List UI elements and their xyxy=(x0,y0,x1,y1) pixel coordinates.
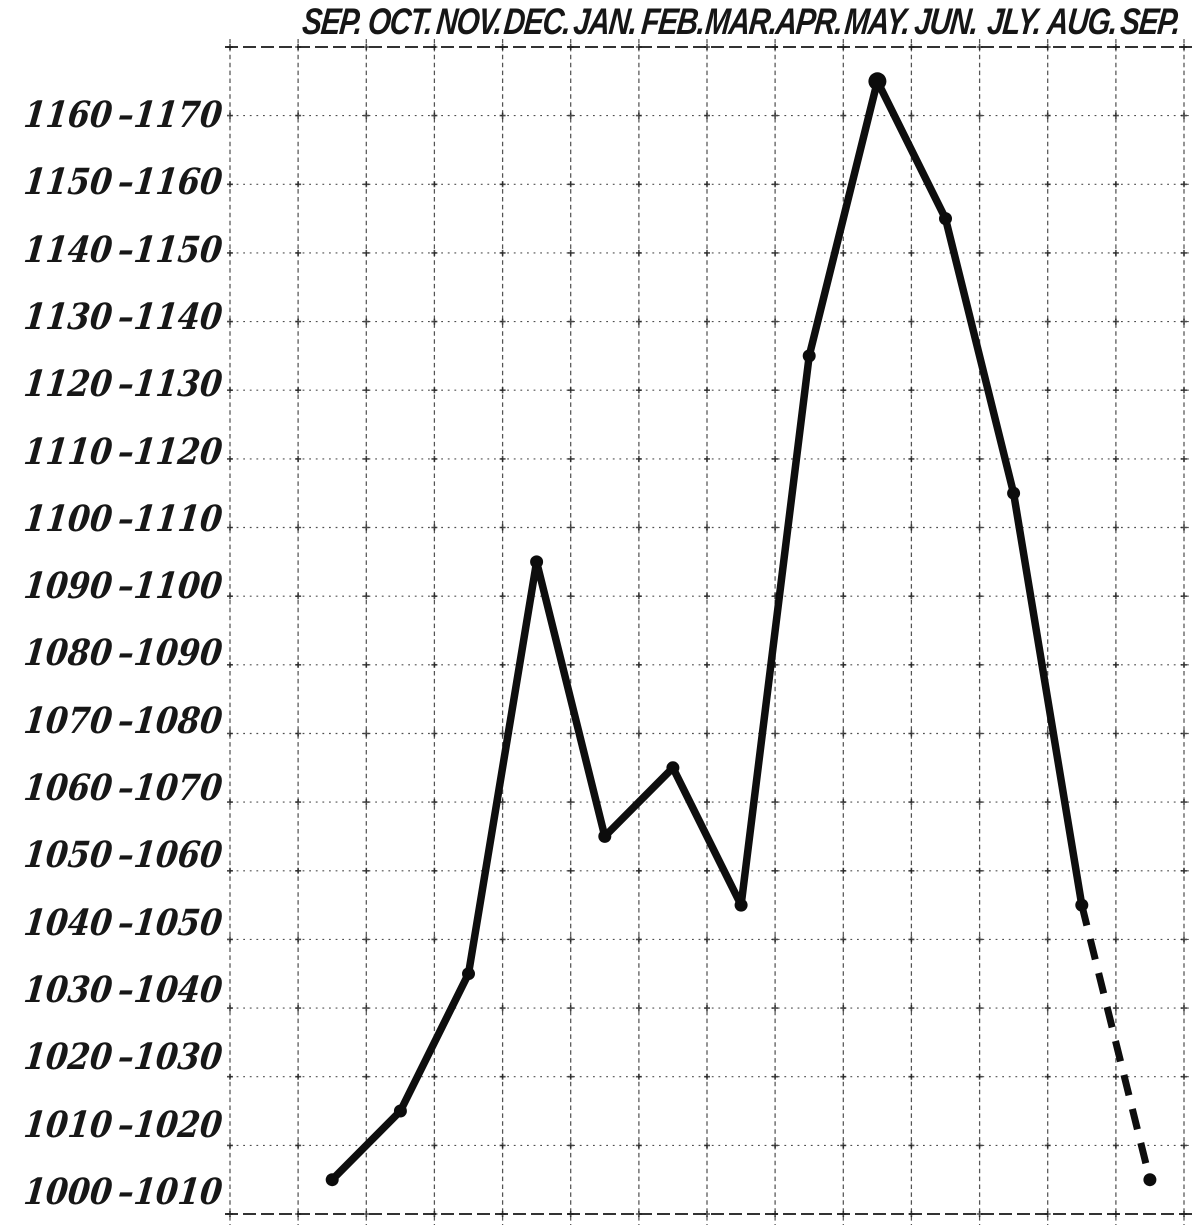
y-band-low-value: 1160 xyxy=(21,94,115,136)
month-axis-label: JUN. xyxy=(912,1,979,42)
month-axis-label: MAY. xyxy=(843,1,912,42)
y-band-low-value: 1050 xyxy=(21,834,115,877)
y-axis-band-labels: 1160 –1170 1150 –1160 1140 –1150 1130 –1140 1120… xyxy=(0,0,230,1229)
month-axis-label: JAN. xyxy=(571,1,639,42)
y-band-low-value: 1080 xyxy=(21,632,115,675)
y-band-label-row: 1030 –1040 xyxy=(21,968,225,1011)
series-line-dashed-forecast xyxy=(1078,904,1154,1181)
y-band-low-value: 1030 xyxy=(21,968,115,1011)
y-band-label-row: 1050 –1060 xyxy=(21,834,225,877)
y-band-high-value: –1160 xyxy=(115,161,225,204)
month-axis-label: DEC. xyxy=(501,1,572,42)
data-point xyxy=(530,555,544,569)
y-band-label-row: 1120 –1130 xyxy=(21,363,225,406)
y-band-high-value: –1030 xyxy=(115,1036,225,1079)
y-band-low-value: 1100 xyxy=(21,497,115,540)
y-band-high-value: –1090 xyxy=(115,632,225,675)
data-point xyxy=(1007,486,1021,500)
y-band-high-value: –1080 xyxy=(115,699,225,742)
y-band-high-value: –1050 xyxy=(115,901,225,944)
y-band-low-value: 1010 xyxy=(21,1103,115,1146)
y-band-label-row: 1100 –1110 xyxy=(21,497,225,540)
y-band-high-value: –1100 xyxy=(115,565,225,608)
y-band-high-value: –1060 xyxy=(115,834,225,877)
y-band-low-value: 1090 xyxy=(21,565,115,608)
y-band-label-row: 1070 –1080 xyxy=(21,699,225,742)
y-band-low-value: 1150 xyxy=(21,161,115,204)
y-band-high-value: –1020 xyxy=(115,1103,225,1146)
y-band-low-value: 1070 xyxy=(21,699,115,742)
y-band-label-row: 1160 –1170 xyxy=(21,94,225,136)
y-band-label-row: 1150 –1160 xyxy=(21,161,225,204)
y-band-label-row: 1020 –1030 xyxy=(21,1036,225,1079)
data-point xyxy=(734,898,748,912)
y-band-label-row: 1110 –1120 xyxy=(21,430,225,473)
month-axis-label: SEP. xyxy=(300,1,364,42)
data-point xyxy=(598,829,612,843)
y-band-low-value: 1140 xyxy=(21,228,115,271)
y-band-low-value: 1040 xyxy=(21,901,115,944)
month-axis-label: AUG. xyxy=(1045,1,1119,42)
y-band-low-value: 1120 xyxy=(21,363,115,406)
y-band-high-value: –1040 xyxy=(115,968,225,1011)
y-band-high-value: –1150 xyxy=(115,228,225,271)
y-band-low-value: 1020 xyxy=(21,1036,115,1079)
month-axis-label: MAR. xyxy=(703,1,779,42)
month-axis-label: SEP. xyxy=(1118,1,1182,42)
month-axis-label: FEB. xyxy=(639,1,707,42)
data-point xyxy=(868,72,887,91)
data-point xyxy=(1143,1173,1157,1187)
month-axis-label: JLY. xyxy=(985,1,1043,42)
y-band-label-row: 1010 –1020 xyxy=(21,1103,225,1146)
data-point xyxy=(1075,898,1089,912)
y-band-high-value: –1140 xyxy=(115,295,225,338)
y-band-label-row: 1090 –1100 xyxy=(21,565,225,608)
data-point xyxy=(325,1173,339,1187)
series-line-solid xyxy=(328,77,1086,1184)
month-axis-label: NOV. xyxy=(434,1,503,42)
y-band-label-row: 1060 –1070 xyxy=(21,767,225,809)
y-band-label-row: 1130 –1140 xyxy=(21,295,225,338)
data-point xyxy=(462,967,475,981)
y-band-high-value: –1130 xyxy=(115,363,225,406)
data-point xyxy=(802,349,816,363)
y-band-low-value: 1000 xyxy=(21,1170,115,1213)
month-axis-label: OCT. xyxy=(366,1,435,42)
y-band-label-row: 1140 –1150 xyxy=(21,228,225,271)
y-band-high-value: –1120 xyxy=(115,430,225,473)
data-point xyxy=(393,1104,407,1118)
y-band-low-value: 1130 xyxy=(21,295,115,338)
y-band-high-value: –1110 xyxy=(115,497,225,540)
y-band-low-value: 1060 xyxy=(21,767,115,809)
month-axis-label: APR. xyxy=(774,1,845,42)
y-band-low-value: 1110 xyxy=(21,430,115,473)
data-point xyxy=(939,212,952,226)
y-band-label-row: 1000 –1010 xyxy=(21,1170,225,1213)
y-band-high-value: –1170 xyxy=(115,94,225,136)
grid xyxy=(225,39,1193,1225)
y-band-label-row: 1080 –1090 xyxy=(21,632,225,675)
y-band-high-value: –1070 xyxy=(115,767,225,809)
y-band-label-row: 1040 –1050 xyxy=(21,901,225,944)
y-band-high-value: –1010 xyxy=(115,1170,225,1213)
grid-junction-marks xyxy=(227,44,1187,1217)
data-point xyxy=(666,761,680,775)
